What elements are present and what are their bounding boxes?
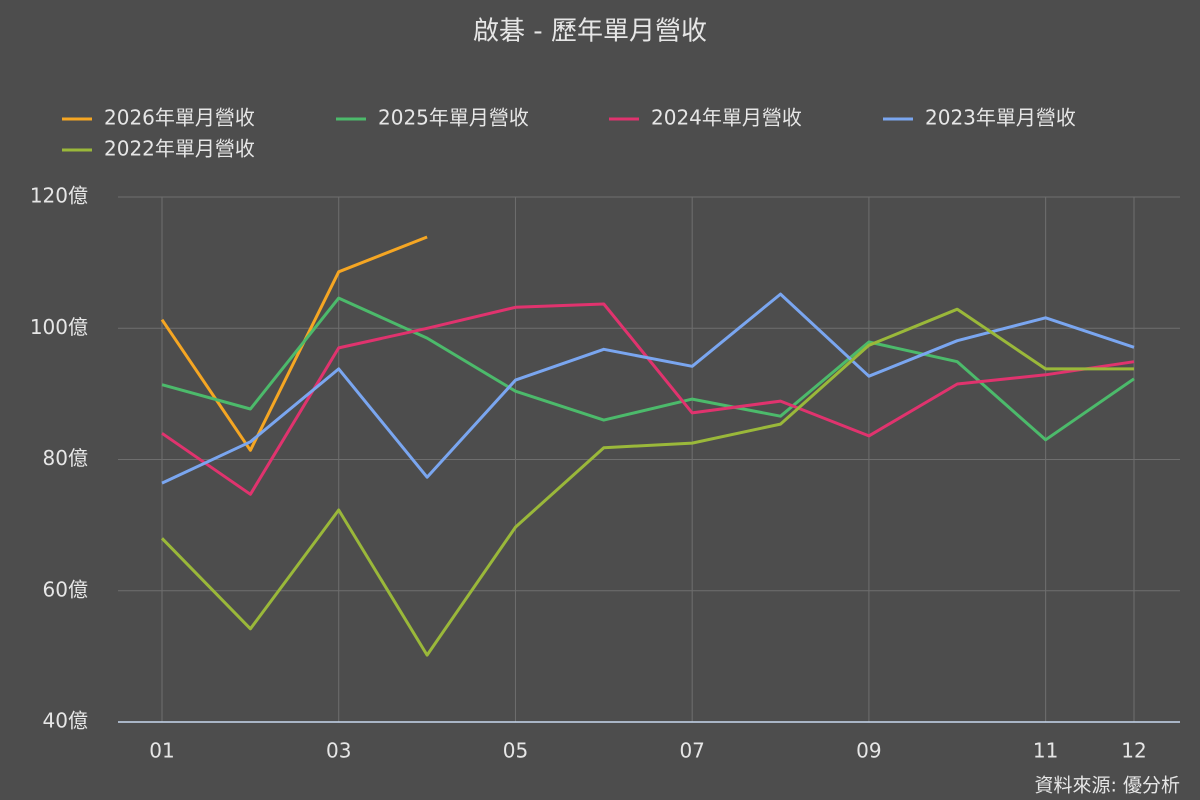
legend-label: 2022年單月營收	[104, 137, 255, 161]
legend-label: 2025年單月營收	[378, 106, 529, 130]
legend-label: 2026年單月營收	[104, 106, 255, 130]
legend-label: 2024年單月營收	[651, 106, 802, 130]
y-tick-label: 60億	[43, 577, 88, 601]
series-line	[161, 292, 1135, 485]
x-tick-label: 07	[679, 739, 704, 763]
x-tick-label: 01	[149, 739, 174, 763]
x-tick-label: 12	[1121, 739, 1146, 763]
legend-label: 2023年單月營收	[925, 106, 1076, 130]
y-tick-label: 120億	[30, 184, 88, 208]
series-line	[160, 307, 1134, 657]
y-tick-label: 100億	[30, 315, 88, 339]
source-note: 資料來源: 優分析	[1035, 775, 1180, 797]
x-tick-label: 05	[503, 739, 528, 763]
x-tick-label: 11	[1033, 739, 1058, 763]
series-line	[160, 235, 428, 452]
y-tick-label: 40億	[43, 709, 88, 733]
x-tick-label: 03	[326, 739, 351, 763]
series-line	[161, 296, 1135, 442]
x-tick-label: 09	[856, 739, 881, 763]
chart-title: 啟碁 - 歷年單月營收	[473, 17, 707, 47]
y-tick-label: 80億	[43, 446, 88, 470]
